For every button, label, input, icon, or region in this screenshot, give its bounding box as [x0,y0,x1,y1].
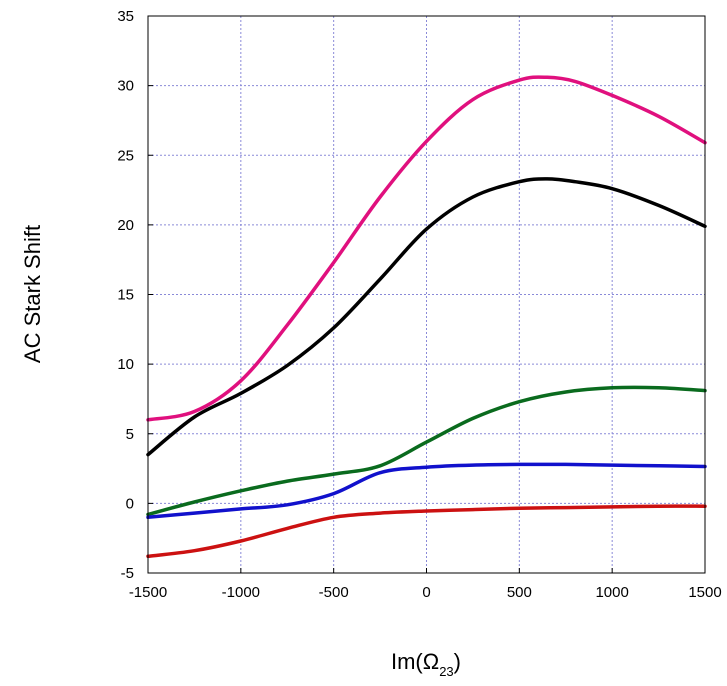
grid [148,16,705,573]
y-tick-label: 10 [117,356,134,373]
y-axis-title: AC Stark Shift [20,225,45,363]
x-axis-title-close: ) [454,649,461,674]
x-tick-label: 1500 [688,584,721,601]
x-axis-ticks: -1500 -1000 -500 0 500 1000 1500 [129,568,722,601]
y-tick-label: 30 [117,78,134,95]
x-tick-label: 500 [507,584,532,601]
y-tick-label: -5 [121,565,134,582]
y-tick-label: 5 [126,426,134,443]
x-axis-title-main: Im(Ω [391,649,439,674]
x-tick-label: 0 [422,584,430,601]
x-tick-label: 1000 [595,584,628,601]
y-tick-label: 35 [117,8,134,25]
series-line-red [146,504,707,559]
x-tick-label: -1000 [222,584,260,601]
series-lines [146,75,707,559]
series-line-magenta [146,75,707,422]
y-tick-label: 0 [126,495,134,512]
y-tick-label: 20 [117,217,134,234]
series-line-black [146,177,707,457]
y-tick-label: 25 [117,147,134,164]
x-axis-title: Im(Ω23) [391,649,461,679]
x-tick-label: -500 [319,584,349,601]
series-line-green [146,385,707,517]
series-line-blue [146,462,707,520]
y-tick-label: 15 [117,287,134,304]
x-tick-label: -1500 [129,584,167,601]
y-axis-ticks: -5 0 5 10 15 20 25 30 35 [117,8,153,582]
x-axis-title-subscript: 23 [439,664,453,679]
